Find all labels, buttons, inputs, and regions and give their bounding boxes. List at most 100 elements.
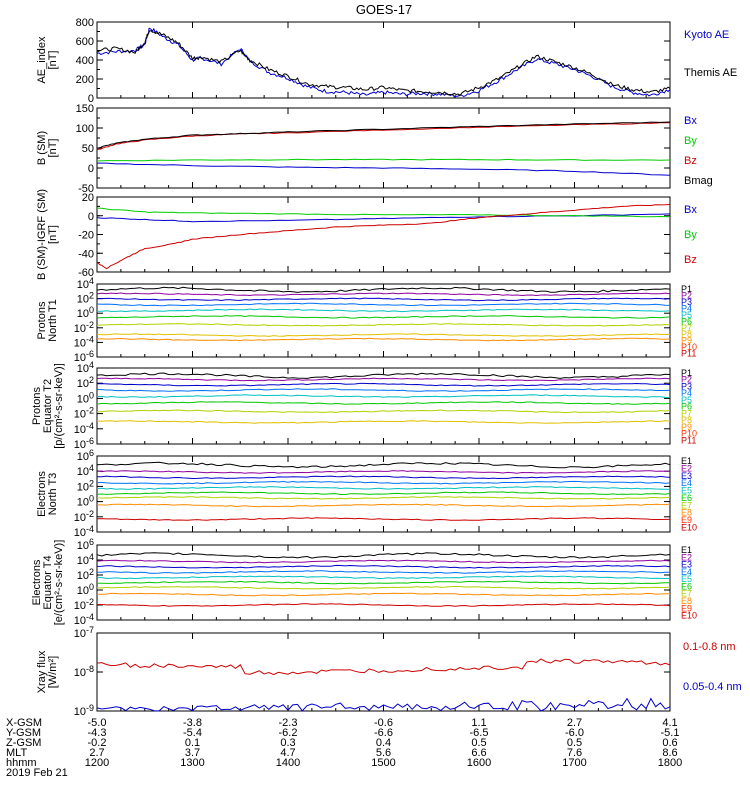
panel-2: B (SM)[nT] Bx By Bz Bmag xyxy=(36,107,713,189)
x-row-label: Y-GSM xyxy=(6,727,41,739)
series-line-bmag xyxy=(96,121,671,149)
y-tick-label: 100 xyxy=(77,494,94,509)
y-tick-label: 10-7 xyxy=(74,625,94,640)
legend-entry: E10 xyxy=(681,522,697,532)
x-row-value: 6.6 xyxy=(471,747,486,759)
legend-entry: 0.1-0.8 nm xyxy=(683,641,736,653)
series-line-p2 xyxy=(96,377,671,382)
legend-entry: P8 xyxy=(681,415,692,425)
series-line-p7 xyxy=(96,323,671,327)
series-line-p4 xyxy=(96,302,671,307)
x-row-value: 2.7 xyxy=(567,717,582,729)
x-row-value: -0.2 xyxy=(88,737,107,749)
series-line-e10 xyxy=(96,517,670,521)
y-tick-label: 10-9 xyxy=(74,703,94,718)
y-tick-label: 102 xyxy=(77,291,94,306)
y-tick-label: -50 xyxy=(78,183,94,195)
legend-entry: P10 xyxy=(681,429,697,439)
legend-entry: P11 xyxy=(681,435,696,445)
x-row-value: -5.4 xyxy=(183,727,202,739)
series-line-p6 xyxy=(96,315,671,319)
y-tick-label: -20 xyxy=(78,230,94,242)
series-line-p7 xyxy=(97,409,671,414)
x-row-value: -6.6 xyxy=(374,727,393,739)
x-row-value: 0.5 xyxy=(567,737,582,749)
series-line-p2 xyxy=(96,292,671,297)
legend-entry: E7 xyxy=(681,500,692,510)
panel-1: AE_index[nT] Kyoto AE Themis AE xyxy=(36,21,737,99)
legend-entry: P5 xyxy=(681,310,692,320)
y-tick-label: 104 xyxy=(77,463,94,478)
series-line-e8 xyxy=(97,592,671,597)
series-line-e7 xyxy=(96,586,671,590)
legend-entry: Bx xyxy=(684,115,697,127)
series-line-p5 xyxy=(97,308,671,313)
series-line-e6 xyxy=(96,580,670,585)
legend-entry: Themis AE xyxy=(684,67,737,79)
y-tick-label: 100 xyxy=(77,582,94,597)
y-axis-label: AE_index[nT] xyxy=(36,36,59,84)
x-row-value: 1.1 xyxy=(471,717,486,729)
series-line-p3 xyxy=(96,297,671,302)
y-axis-label: ElectronsEquator T4[e/(cm²-s-sr-keV)] xyxy=(31,540,65,626)
x-row-value: 1400 xyxy=(276,757,300,769)
y-tick-label: 10-2 xyxy=(74,597,94,612)
series-line-e4 xyxy=(96,480,671,485)
x-row-value: 1800 xyxy=(658,757,682,769)
x-row-value: -5.0 xyxy=(88,717,107,729)
y-tick-label: 0 xyxy=(88,163,94,175)
legend-entry: E5 xyxy=(681,486,692,496)
panel-frame xyxy=(96,196,671,273)
x-row-label: hhmm xyxy=(6,757,37,769)
y-tick-label: 50 xyxy=(82,143,94,155)
x-row-value: 1200 xyxy=(85,757,109,769)
y-tick-label: 200 xyxy=(76,74,94,86)
x-row-value: -3.8 xyxy=(183,717,202,729)
legend-entry: E8 xyxy=(681,508,692,518)
y-tick-label: 106 xyxy=(77,448,94,463)
legend-entry: E7 xyxy=(681,589,692,599)
series-line-e10 xyxy=(96,603,671,607)
series-line-bx xyxy=(97,162,671,176)
y-tick-label: 100 xyxy=(77,390,94,405)
series-line-themis-ae xyxy=(96,30,671,97)
legend-entry: Bz xyxy=(684,155,697,167)
series-line-e3 xyxy=(97,475,671,480)
panel-8: Xray flux[W/m²] 0.1-0.8 nm 0.05-0.4 nm xyxy=(36,632,742,712)
panel-5: ProtonsEquator T2[p/(cm²-s-sr-keV)] P1P2P… xyxy=(31,363,697,449)
series-line-p8 xyxy=(96,333,671,337)
series-line-p3 xyxy=(96,382,671,387)
legend-entry: Bz xyxy=(684,254,697,266)
series-line-p4 xyxy=(96,388,671,392)
legend-entry: E3 xyxy=(681,471,692,481)
y-tick-label: 102 xyxy=(77,375,94,390)
series-line-0-05-0-4-nm xyxy=(96,697,671,712)
x-row-value: 7.6 xyxy=(567,747,582,759)
y-tick-label: 10-4 xyxy=(74,421,94,436)
x-row-value: 5.6 xyxy=(376,747,391,759)
legend-entry: E2 xyxy=(681,552,692,562)
y-axis-label: B (SM)[nT] xyxy=(36,131,59,165)
legend-entry: P7 xyxy=(681,408,692,418)
series-line-p5 xyxy=(97,394,671,398)
legend-entry: P9 xyxy=(681,422,692,432)
series-line-p1 xyxy=(96,286,671,293)
legend-entry: P6 xyxy=(681,316,692,326)
x-row-value: 0.5 xyxy=(471,737,486,749)
x-row-value: 0.1 xyxy=(185,737,200,749)
x-row-value: 1700 xyxy=(562,757,586,769)
x-row-value: 1500 xyxy=(371,757,395,769)
y-tick-label: 0 xyxy=(88,211,94,223)
legend-entry: E6 xyxy=(681,493,692,503)
legend-entry: Bmag xyxy=(684,175,713,187)
legend-entry: By xyxy=(684,229,697,241)
y-axis-label: B (SM)-IGRF (SM)[nT] xyxy=(36,189,59,280)
y-tick-label: 10-8 xyxy=(74,664,94,679)
legend-entry: 0.05-0.4 nm xyxy=(683,681,742,693)
legend-entry: P3 xyxy=(681,381,692,391)
legend-entry: Kyoto AE xyxy=(684,29,729,41)
y-axis-label: Xray flux[W/m²] xyxy=(36,650,59,693)
y-tick-label: 10-2 xyxy=(74,509,94,524)
legend-entry: P11 xyxy=(681,349,696,359)
